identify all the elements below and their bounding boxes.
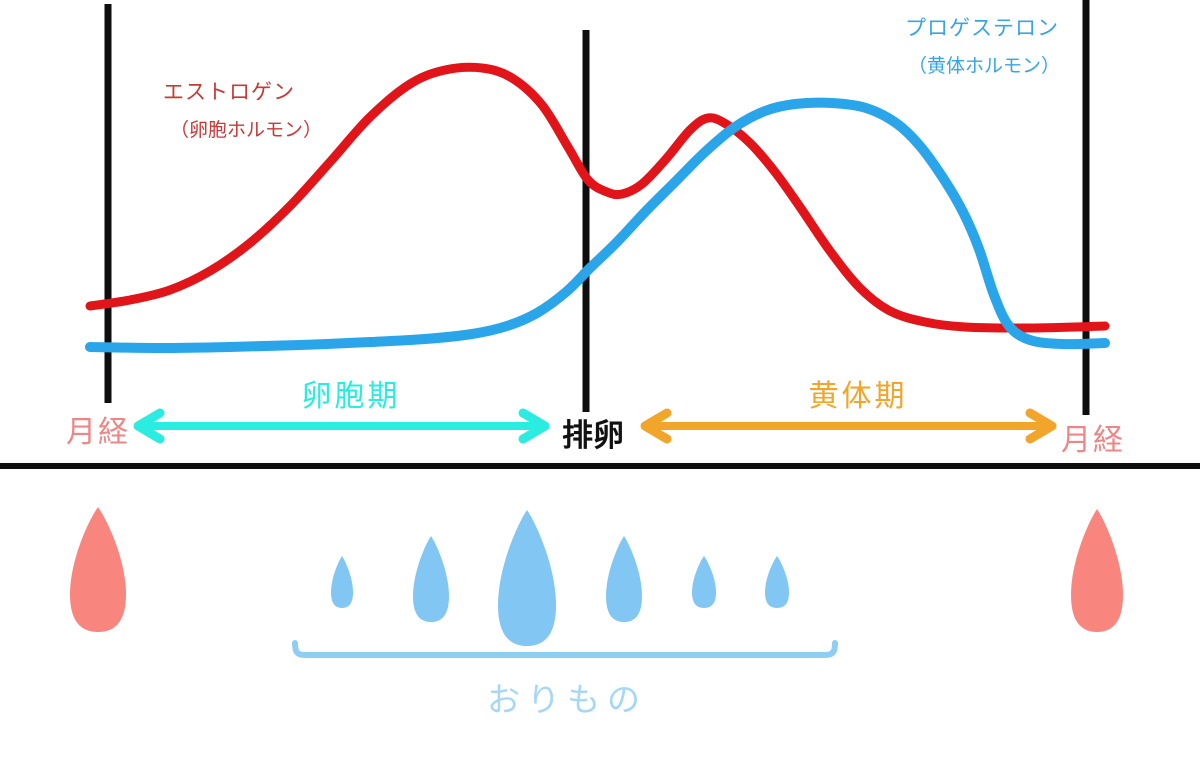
progesterone-curve xyxy=(85,97,1110,354)
luteal-arrowhead-left-icon xyxy=(640,408,672,444)
luteal-phase-label: 黄体期 xyxy=(808,380,908,413)
discharge-label: おりもの xyxy=(487,681,647,718)
discharge-bracket xyxy=(292,640,838,658)
ovulation-label: 排卵 xyxy=(562,418,624,453)
estrogen-sublabel: （卵胞ホルモン） xyxy=(170,120,323,141)
progesterone-label: プロゲステロン xyxy=(905,17,1059,40)
discharge-drop-icon xyxy=(413,536,449,622)
follicular-arrowhead-right-icon xyxy=(518,408,550,444)
luteal-arrowhead-right-icon xyxy=(1025,408,1057,444)
discharge-drop-icon xyxy=(606,536,642,622)
estrogen-curve xyxy=(85,62,1110,333)
follicular-phase-label: 卵胞期 xyxy=(301,380,401,413)
discharge-drop-icon xyxy=(498,510,556,646)
estrogen-label: エストロゲン xyxy=(163,81,295,104)
menstrual-drop-icon xyxy=(70,507,126,632)
menstruation-label-left: 月経 xyxy=(66,416,130,449)
discharge-drop-icon xyxy=(331,556,353,608)
progesterone-sublabel: （黄体ホルモン） xyxy=(908,56,1061,77)
discharge-drop-icon xyxy=(692,556,716,608)
menstruation-label-right: 月経 xyxy=(1061,424,1125,457)
menstrual-drop-icon xyxy=(1071,509,1123,632)
follicular-arrowhead-left-icon xyxy=(133,408,165,444)
discharge-drop-icon xyxy=(765,556,789,608)
